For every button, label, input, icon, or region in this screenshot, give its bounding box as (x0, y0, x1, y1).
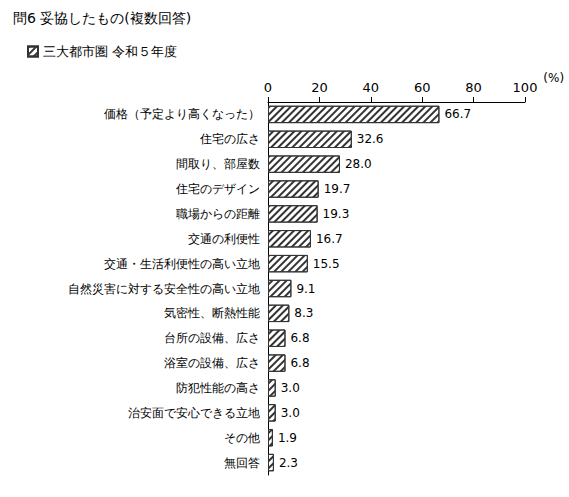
svg-text:住宅の広さ: 住宅の広さ (199, 132, 260, 146)
svg-text:自然災害に対する安全性の高い立地: 自然災害に対する安全性の高い立地 (68, 282, 260, 296)
svg-text:三大都市圏 令和５年度: 三大都市圏 令和５年度 (43, 44, 177, 59)
svg-text:60: 60 (414, 80, 431, 95)
svg-text:16.7: 16.7 (316, 232, 343, 246)
svg-text:台所の設備、広さ: 台所の設備、広さ (164, 331, 260, 345)
svg-text:15.5: 15.5 (313, 257, 340, 271)
svg-text:浴室の設備、広さ: 浴室の設備、広さ (164, 356, 260, 370)
svg-text:その他: その他 (224, 431, 260, 445)
svg-text:価格（予定より高くなった）: 価格（予定より高くなった） (104, 107, 260, 121)
svg-text:間取り、部屋数: 間取り、部屋数 (176, 157, 260, 171)
svg-text:9.1: 9.1 (296, 282, 315, 296)
svg-text:3.0: 3.0 (281, 381, 300, 395)
svg-text:2.3: 2.3 (279, 456, 298, 470)
svg-text:(%): (%) (543, 71, 564, 85)
svg-text:80: 80 (465, 80, 482, 95)
svg-text:3.0: 3.0 (281, 406, 300, 420)
svg-text:100: 100 (513, 80, 538, 95)
svg-text:19.7: 19.7 (324, 182, 351, 196)
svg-text:気密性、断熱性能: 気密性、断熱性能 (164, 306, 260, 320)
svg-text:28.0: 28.0 (345, 157, 372, 171)
svg-text:住宅のデザイン: 住宅のデザイン (175, 182, 260, 196)
svg-text:無回答: 無回答 (224, 456, 260, 470)
svg-text:6.8: 6.8 (290, 356, 309, 370)
svg-text:32.6: 32.6 (357, 132, 384, 146)
svg-text:20: 20 (311, 80, 328, 95)
svg-text:40: 40 (363, 80, 380, 95)
svg-text:19.3: 19.3 (323, 207, 350, 221)
svg-text:職場からの距離: 職場からの距離 (176, 207, 260, 221)
svg-text:交通・生活利便性の高い立地: 交通・生活利便性の高い立地 (104, 257, 260, 271)
svg-text:防犯性能の高さ: 防犯性能の高さ (176, 381, 260, 395)
svg-text:治安面で安心できる立地: 治安面で安心できる立地 (128, 406, 260, 420)
svg-text:8.3: 8.3 (294, 306, 313, 320)
svg-text:0: 0 (264, 80, 272, 95)
svg-text:問6 妥協したもの(複数回答): 問6 妥協したもの(複数回答) (13, 10, 191, 26)
svg-text:交通の利便性: 交通の利便性 (188, 232, 260, 246)
svg-text:1.9: 1.9 (278, 431, 297, 445)
svg-text:66.7: 66.7 (444, 107, 471, 121)
svg-text:6.8: 6.8 (290, 331, 309, 345)
